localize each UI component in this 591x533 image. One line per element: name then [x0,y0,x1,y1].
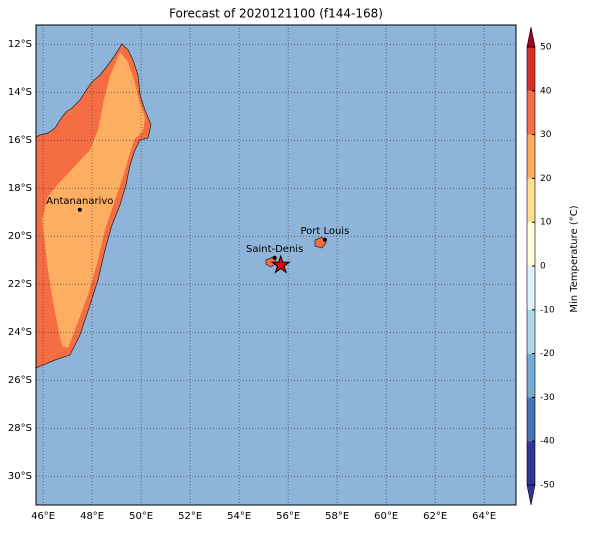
city-marker [322,237,327,242]
lon-tick-label: 58°E [325,511,349,522]
colorbar-tick-label: -30 [540,393,555,403]
title: Forecast of 2020121100 (f144-168) [169,7,383,21]
colorbar-segment [527,47,535,91]
map-frame [35,24,517,506]
colorbar-segment [527,353,535,398]
colorbar-segment [527,309,535,354]
colorbar-tick-label: 50 [540,43,552,53]
land-mild [42,52,145,348]
lon-tick-label: 60°E [374,511,398,522]
colorbar-segment [527,266,535,310]
lat-tick-label: 18°S [8,183,32,194]
colorbar-segment [527,222,535,266]
colorbar-segment [527,441,535,485]
madagascar [35,43,152,369]
lat-tick-label: 28°S [8,423,32,434]
colorbar-segment [527,397,535,442]
colorbar-segment [527,178,535,223]
colorbar-extend-high [526,26,536,48]
colorbar-tick-label: -10 [540,305,555,315]
colorbar-tick-label: -20 [540,349,555,359]
city-marker [77,207,82,212]
colorbar-segment [527,90,535,135]
lat-tick-label: 30°S [8,471,32,482]
lat-tick-label: 12°S [8,39,32,50]
colorbar-tick-label: 40 [540,86,552,96]
lon-tick-label: 50°E [129,511,153,522]
city-label: Port Louis [300,226,349,237]
colorbar-extend-low [526,484,536,506]
lat-tick-label: 22°S [8,279,32,290]
star-marker [270,254,291,274]
colorbar-tick-label: 0 [540,262,546,272]
lon-tick-label: 48°E [80,511,104,522]
colorbar-tick-label: 20 [540,174,552,184]
colorbar-tick-label: -40 [540,437,555,447]
lon-tick-label: 54°E [227,511,251,522]
city-label: Saint-Denis [246,244,303,255]
lat-tick-label: 24°S [8,327,32,338]
city-marker [272,255,277,260]
lon-tick-label: 62°E [423,511,447,522]
colorbar-tick-label: -50 [540,481,555,491]
colorbar-label: Min Temperature (°C) [569,205,580,312]
lon-tick-label: 64°E [472,511,496,522]
lat-tick-label: 14°S [8,87,32,98]
lon-tick-label: 56°E [276,511,300,522]
lat-tick-label: 26°S [8,375,32,386]
city-label: Antananarivo [46,196,113,207]
colorbar-segment [527,134,535,179]
lon-tick-label: 46°E [31,511,55,522]
lat-tick-label: 20°S [8,231,32,242]
colorbar-tick-label: 30 [540,130,552,140]
colorbar-tick-label: 10 [540,218,552,228]
grid [36,25,516,505]
lon-tick-label: 52°E [178,511,202,522]
lat-tick-label: 16°S [8,135,32,146]
